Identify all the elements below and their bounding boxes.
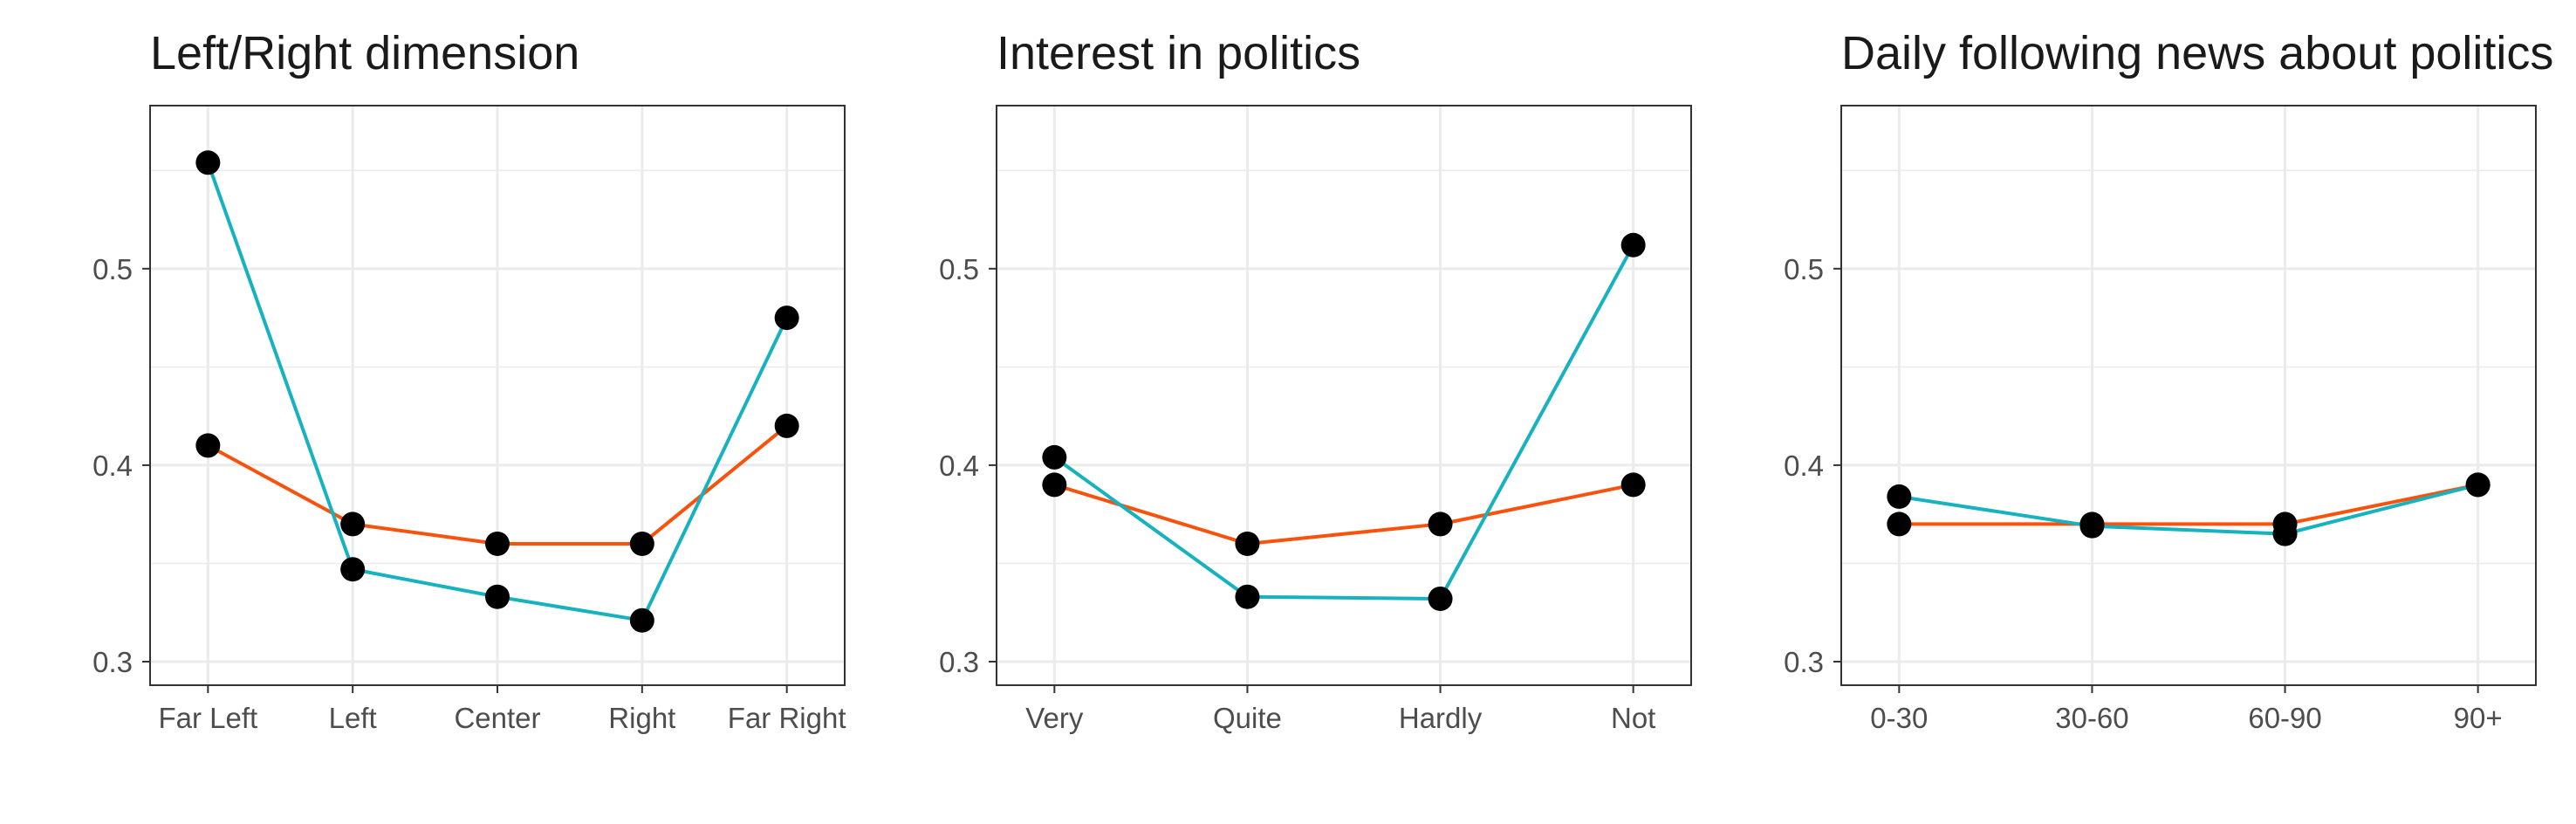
data-point-series-1	[1887, 512, 1912, 537]
plot-frame	[1840, 105, 2537, 686]
y-tick-label: 0.4	[1784, 450, 1824, 482]
series-line-1	[1053, 483, 1634, 546]
chart-left-right: 0.3 0.4 0.5 Far Left Left Center Right Far Righ…	[92, 105, 846, 734]
x-tick-label: Far Left	[158, 702, 257, 734]
panel-left-right: Left/Right dimension 0.3 0.4 0.5 Far Left Le…	[0, 0, 855, 824]
series-line-1	[1899, 483, 2479, 526]
data-point-series-1	[1428, 512, 1453, 537]
data-point-series-1	[629, 531, 654, 556]
data-point-series-2	[1620, 232, 1646, 258]
x-tick-label: Very	[1025, 702, 1084, 734]
panel-title: Interest in politics	[997, 27, 1361, 79]
data-point-series-2	[2272, 521, 2298, 546]
x-tick-label: Right	[608, 702, 675, 734]
y-tick-label: 0.3	[1784, 646, 1824, 678]
data-point-series-2	[1042, 444, 1067, 470]
data-point-series-2	[1428, 586, 1453, 611]
panel-title: Left/Right dimension	[150, 27, 580, 79]
y-tick-label: 0.3	[92, 646, 133, 678]
data-point-series-1	[1042, 472, 1067, 498]
x-tick-label: 0-30	[1870, 702, 1928, 734]
x-tick-label: 30-60	[2055, 702, 2128, 734]
series-line-2	[1899, 483, 2479, 536]
chart-daily-news: 0.3 0.4 0.5 0-30 30-60 60-90 90+	[1784, 105, 2537, 734]
x-tick-label: 60-90	[2248, 702, 2321, 734]
chart-interest: 0.3 0.4 0.5 Very Quite Hardly Not	[939, 105, 1692, 734]
data-point-series-2	[195, 150, 221, 175]
y-tick-label: 0.4	[939, 450, 979, 482]
x-tick-label: Hardly	[1399, 702, 1483, 734]
data-point-series-2	[485, 584, 510, 609]
x-tick-label: Quite	[1213, 702, 1282, 734]
x-tick-label: 90+	[2454, 702, 2503, 734]
panel-title: Daily following news about politics	[1841, 27, 2554, 79]
x-tick-label: Not	[1611, 702, 1655, 734]
plot-frame	[996, 105, 1692, 686]
y-tick-label: 0.4	[92, 450, 133, 482]
data-point-series-1	[195, 433, 221, 458]
data-point-series-2	[629, 608, 654, 633]
x-tick-label: Center	[454, 702, 540, 734]
data-point-series-2	[1235, 584, 1260, 609]
y-tick-label: 0.5	[939, 253, 979, 285]
series-line-2	[1053, 244, 1635, 601]
data-point-series-2	[2465, 472, 2490, 498]
data-point-series-2	[2079, 513, 2105, 539]
x-tick-label: Left	[329, 702, 377, 734]
data-point-series-2	[340, 557, 366, 582]
data-point-series-2	[774, 306, 799, 331]
data-point-series-1	[774, 413, 799, 438]
data-point-series-2	[1887, 484, 1912, 509]
panel-daily-news: Daily following news about politics 0.3 0…	[1693, 0, 2576, 824]
panel-interest: Interest in politics 0.3 0.4 0.5 Very Quite H…	[846, 0, 1702, 824]
y-tick-label: 0.5	[1784, 253, 1824, 285]
y-tick-label: 0.5	[92, 253, 133, 285]
y-tick-label: 0.3	[939, 646, 979, 678]
x-tick-label: Far Right	[728, 702, 846, 734]
data-point-series-1	[1235, 531, 1260, 556]
data-point-series-1	[485, 531, 510, 556]
data-point-series-1	[1620, 472, 1646, 498]
data-point-series-1	[340, 512, 366, 537]
